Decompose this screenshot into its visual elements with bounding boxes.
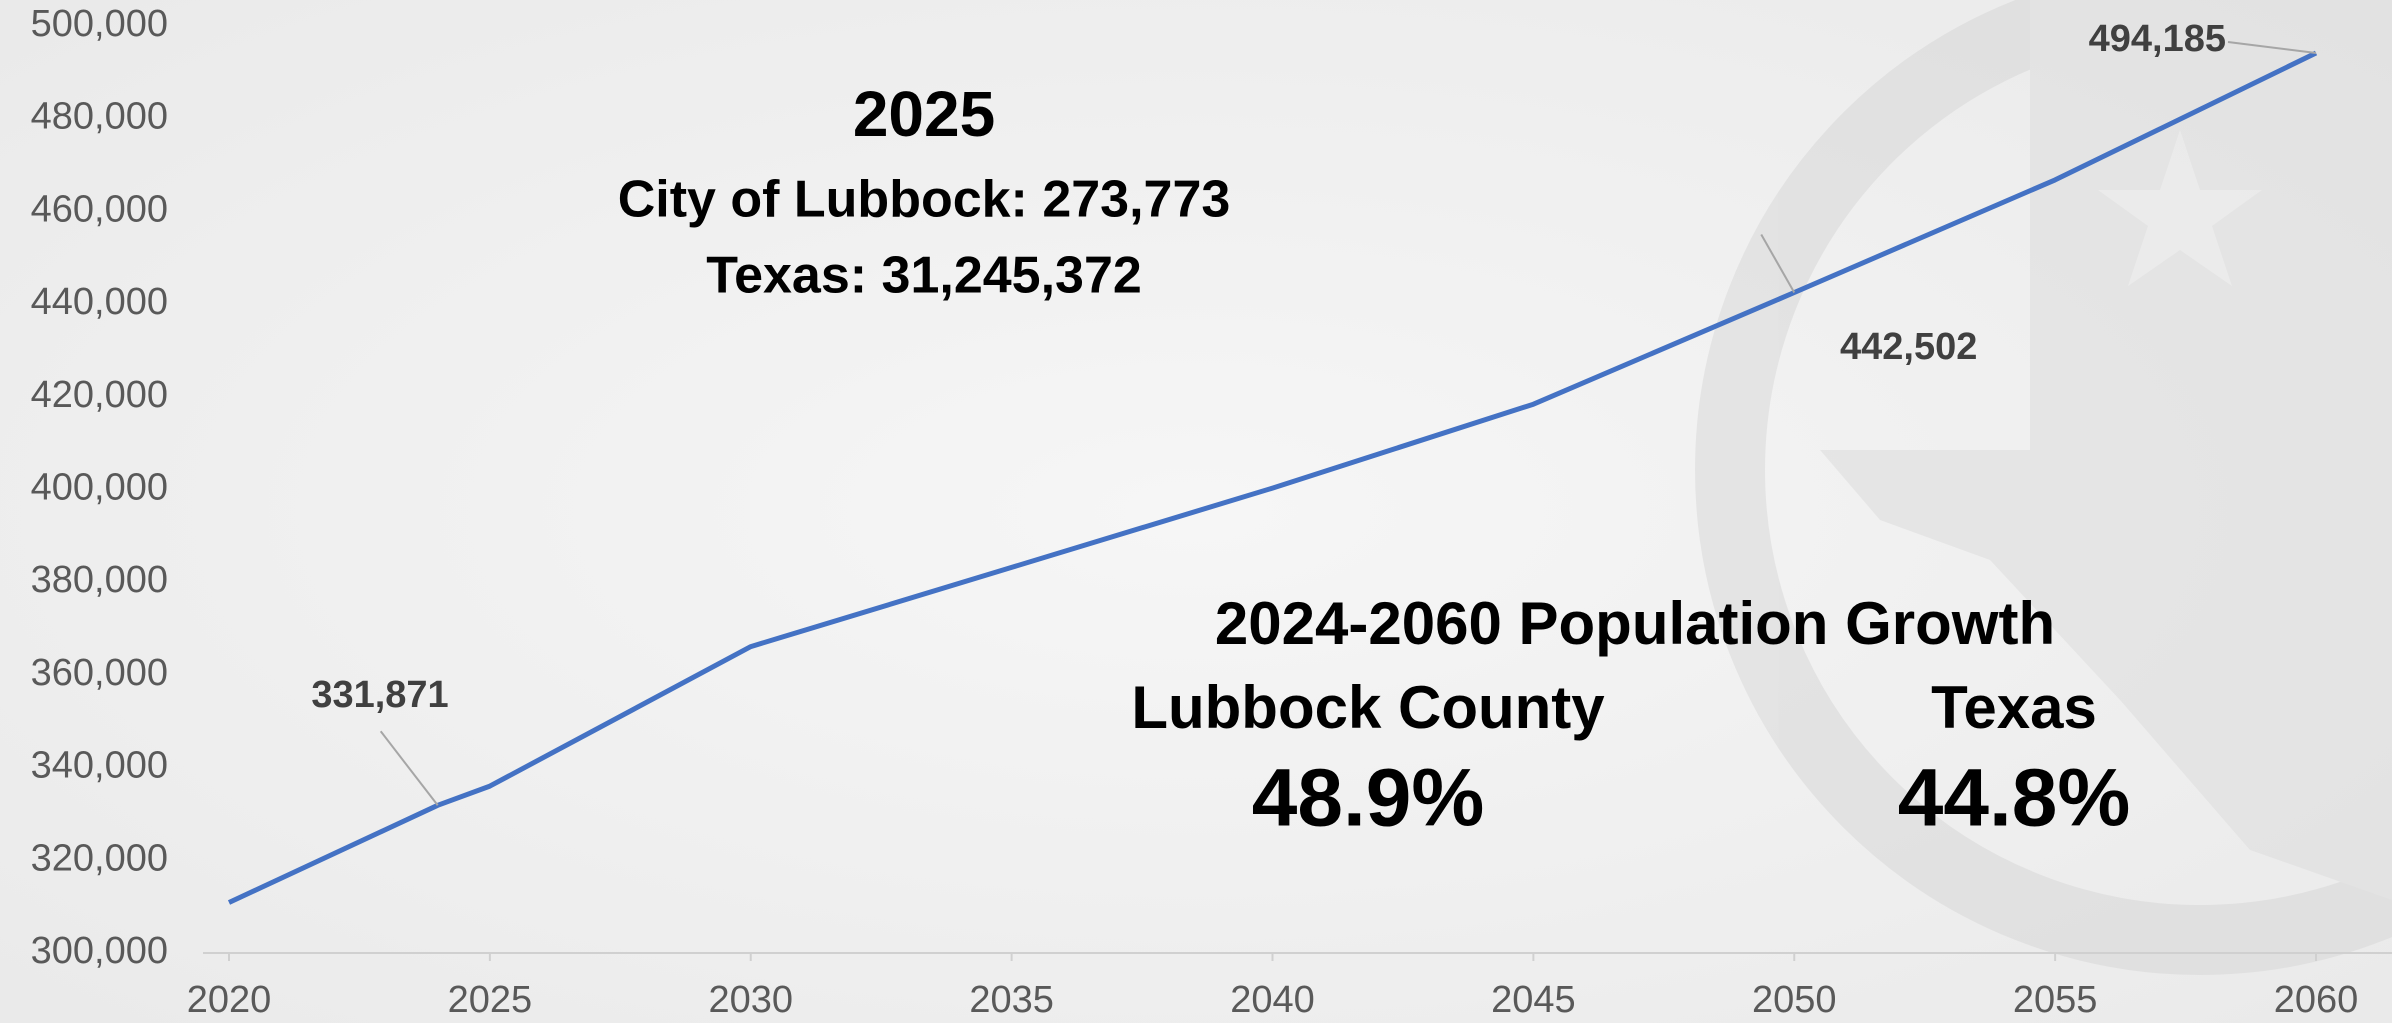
y-tick-label: 400,000 — [31, 467, 168, 509]
y-tick-label: 460,000 — [31, 188, 168, 230]
x-tick-label: 2025 — [448, 979, 533, 1021]
x-tick-label: 2040 — [1230, 979, 1315, 1021]
annotation: 44.8% — [1898, 753, 2131, 844]
annotation: Texas: 31,245,372 — [706, 247, 1142, 305]
annotation: Texas — [1931, 674, 2097, 741]
annotation: 2025 — [853, 78, 995, 150]
y-tick-label: 500,000 — [31, 3, 168, 45]
annotation: 48.9% — [1252, 753, 1485, 844]
x-tick-label: 2050 — [1752, 979, 1837, 1021]
leader-line — [379, 730, 439, 806]
data-label: 494,185 — [2089, 18, 2226, 60]
y-tick-label: 480,000 — [31, 96, 168, 138]
x-tick-label: 2045 — [1491, 979, 1576, 1021]
y-tick-label: 380,000 — [31, 559, 168, 601]
annotation: City of Lubbock: 273,773 — [618, 171, 1231, 229]
x-tick-label: 2060 — [2274, 979, 2359, 1021]
annotation: 2024-2060 Population Growth — [1215, 590, 2055, 657]
leader-line — [1760, 234, 1796, 293]
x-tick-label: 2030 — [708, 979, 793, 1021]
leader-line — [2227, 40, 2317, 54]
y-tick-label: 300,000 — [31, 930, 168, 972]
data-label: 442,502 — [1840, 326, 1977, 368]
emblem — [1695, 0, 2392, 975]
x-tick-label: 2035 — [969, 979, 1054, 1021]
y-tick-label: 340,000 — [31, 745, 168, 787]
annotation: Lubbock County — [1131, 674, 1605, 741]
y-tick-label: 440,000 — [31, 281, 168, 323]
y-tick-label: 420,000 — [31, 374, 168, 416]
x-tick-label: 2020 — [187, 979, 272, 1021]
y-tick-label: 320,000 — [31, 837, 168, 879]
x-tick-label: 2055 — [2013, 979, 2098, 1021]
annotations: 2025 City of Lubbock: 273,773 Texas: 31,… — [618, 78, 2131, 844]
data-line — [227, 50, 2318, 905]
data-label: 331,871 — [311, 674, 448, 716]
y-tick-label: 360,000 — [31, 652, 168, 694]
